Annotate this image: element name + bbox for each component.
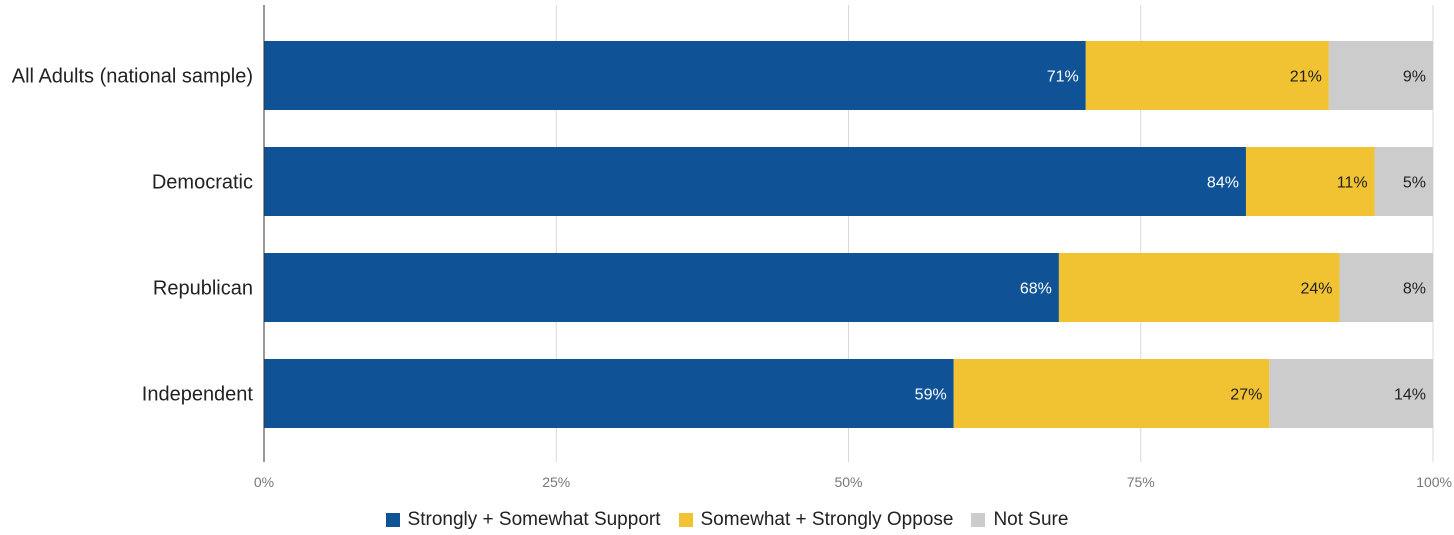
bar-segment bbox=[1374, 147, 1433, 216]
data-label: 8% bbox=[1403, 281, 1426, 298]
bar-segments bbox=[264, 41, 1433, 428]
legend-swatch-not-sure bbox=[971, 513, 986, 527]
legend-label-support: Strongly + Somewhat Support bbox=[407, 509, 661, 530]
data-label: 59% bbox=[915, 387, 947, 404]
data-label: 24% bbox=[1300, 281, 1332, 298]
data-label: 11% bbox=[1337, 175, 1368, 192]
bar-segment bbox=[264, 253, 1059, 322]
category-label: Republican bbox=[153, 278, 253, 300]
legend-swatch-oppose bbox=[678, 513, 693, 527]
legend: Strongly + Somewhat Support Somewhat + S… bbox=[0, 509, 1454, 531]
legend-item-support: Strongly + Somewhat Support bbox=[385, 509, 661, 531]
bar-segment bbox=[264, 41, 1086, 110]
stacked-bar-chart: 71% 21% 9% 84% 11% 5% 68% 24% 8% 59% 27% 14% All Ad… bbox=[12, 5, 1452, 490]
data-label: 68% bbox=[1020, 281, 1052, 298]
category-labels: All Adults (national sample) Democratic Re… bbox=[12, 66, 254, 406]
category-label: Independent bbox=[142, 384, 254, 406]
x-tick-label: 25% bbox=[542, 474, 570, 490]
legend-label-oppose: Somewhat + Strongly Oppose bbox=[700, 509, 954, 530]
category-label: All Adults (national sample) bbox=[12, 66, 253, 88]
x-axis-ticks: 0% 25% 50% 75% 100% bbox=[254, 474, 1452, 490]
bar-segment bbox=[1245, 147, 1375, 216]
legend-swatch-support bbox=[385, 513, 400, 527]
bar-segment bbox=[264, 147, 1246, 216]
bar-segment bbox=[1328, 41, 1433, 110]
category-label: Democratic bbox=[152, 172, 253, 194]
data-label: 9% bbox=[1403, 69, 1426, 86]
data-label: 21% bbox=[1290, 69, 1322, 86]
bar-segment bbox=[1058, 253, 1340, 322]
bar-segment bbox=[953, 359, 1270, 428]
data-label: 84% bbox=[1207, 175, 1239, 192]
x-tick-label: 100% bbox=[1416, 474, 1452, 490]
data-label: 14% bbox=[1394, 387, 1426, 404]
legend-item-not-sure: Not Sure bbox=[971, 509, 1068, 531]
data-labels: 71% 21% 9% 84% 11% 5% 68% 24% 8% 59% 27% 14% bbox=[915, 69, 1426, 404]
bar-segment bbox=[1085, 41, 1329, 110]
legend-item-oppose: Somewhat + Strongly Oppose bbox=[678, 509, 954, 531]
x-tick-label: 0% bbox=[254, 474, 274, 490]
bar-segment bbox=[264, 359, 954, 428]
x-tick-label: 50% bbox=[834, 474, 862, 490]
legend-label-not-sure: Not Sure bbox=[993, 509, 1069, 530]
bar-segment bbox=[1339, 253, 1433, 322]
bar-segment bbox=[1269, 359, 1433, 428]
x-tick-label: 75% bbox=[1127, 474, 1155, 490]
data-label: 27% bbox=[1230, 387, 1262, 404]
data-label: 5% bbox=[1403, 175, 1426, 192]
data-label: 71% bbox=[1047, 69, 1079, 86]
